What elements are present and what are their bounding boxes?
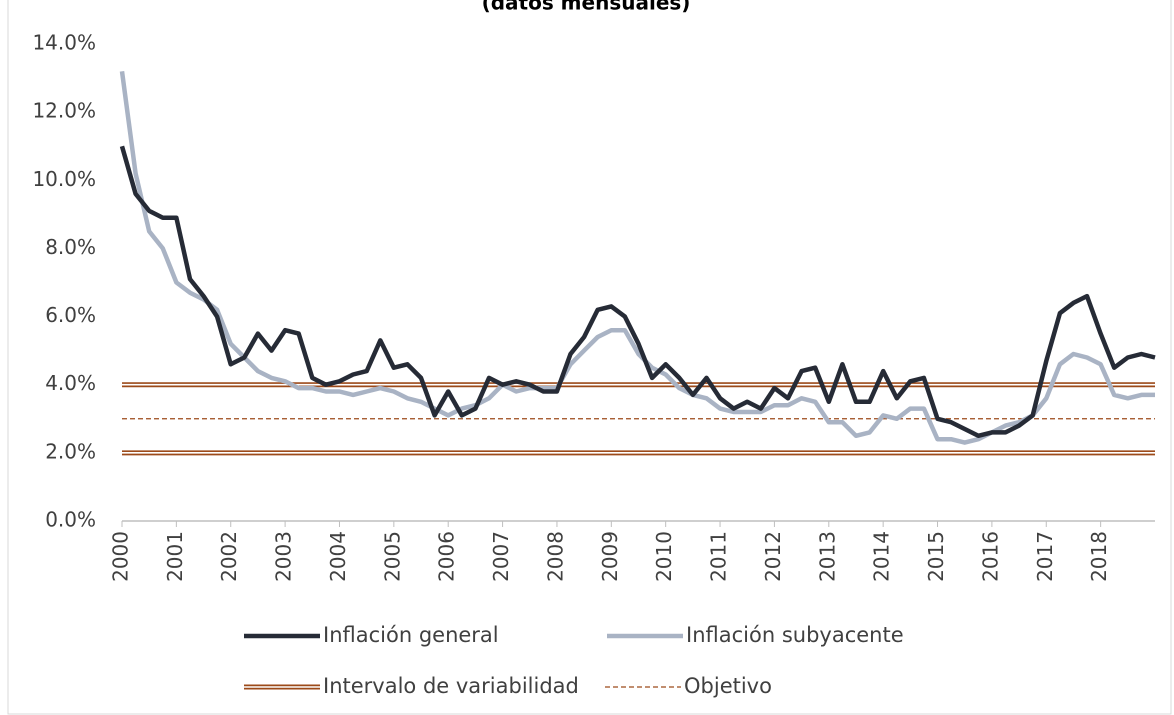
x-tick-label: 2002 — [217, 531, 241, 582]
x-tick-label: 2001 — [163, 531, 187, 582]
x-tick-label: 2003 — [272, 531, 296, 582]
series-line — [119, 145, 1156, 439]
x-tick-label: 2016 — [978, 531, 1002, 582]
x-tick-label: 2008 — [543, 531, 567, 582]
y-tick-label: 0.0% — [45, 508, 96, 532]
x-tick-label: 2017 — [1033, 531, 1057, 582]
x-tick-label: 2014 — [870, 531, 894, 582]
legend-label: Inflación subyacente — [686, 623, 904, 647]
legend-label: Intervalo de variabilidad — [323, 674, 579, 698]
y-tick-label: 6.0% — [45, 303, 96, 327]
y-tick-label: 8.0% — [45, 235, 96, 259]
x-tick-label: 2015 — [924, 531, 948, 582]
chart-border — [7, 0, 1172, 715]
x-tick-label: 2013 — [815, 531, 839, 582]
x-tick-label: 2005 — [380, 531, 404, 582]
x-tick-label: 2004 — [326, 531, 350, 582]
y-tick-label: 2.0% — [45, 439, 96, 463]
y-tick-label: 4.0% — [45, 371, 96, 395]
y-tick-label: 12.0% — [32, 99, 96, 123]
y-tick-label: 10.0% — [32, 167, 96, 191]
y-tick-label: 14.0% — [32, 31, 96, 55]
x-tick-label: 2007 — [489, 531, 513, 582]
x-tick-label: 2009 — [598, 531, 622, 582]
x-tick-label: 2011 — [707, 531, 731, 582]
x-tick-label: 2006 — [435, 531, 459, 582]
x-tick-label: 2018 — [1087, 531, 1111, 582]
legend-label: Inflación general — [323, 623, 499, 647]
chart-subtitle: (datos mensuales) — [482, 0, 691, 15]
x-tick-label: 2012 — [761, 531, 785, 582]
legend-label: Objetivo — [684, 674, 772, 698]
x-tick-label: 2010 — [652, 531, 676, 582]
x-tick-label: 2000 — [109, 531, 133, 582]
